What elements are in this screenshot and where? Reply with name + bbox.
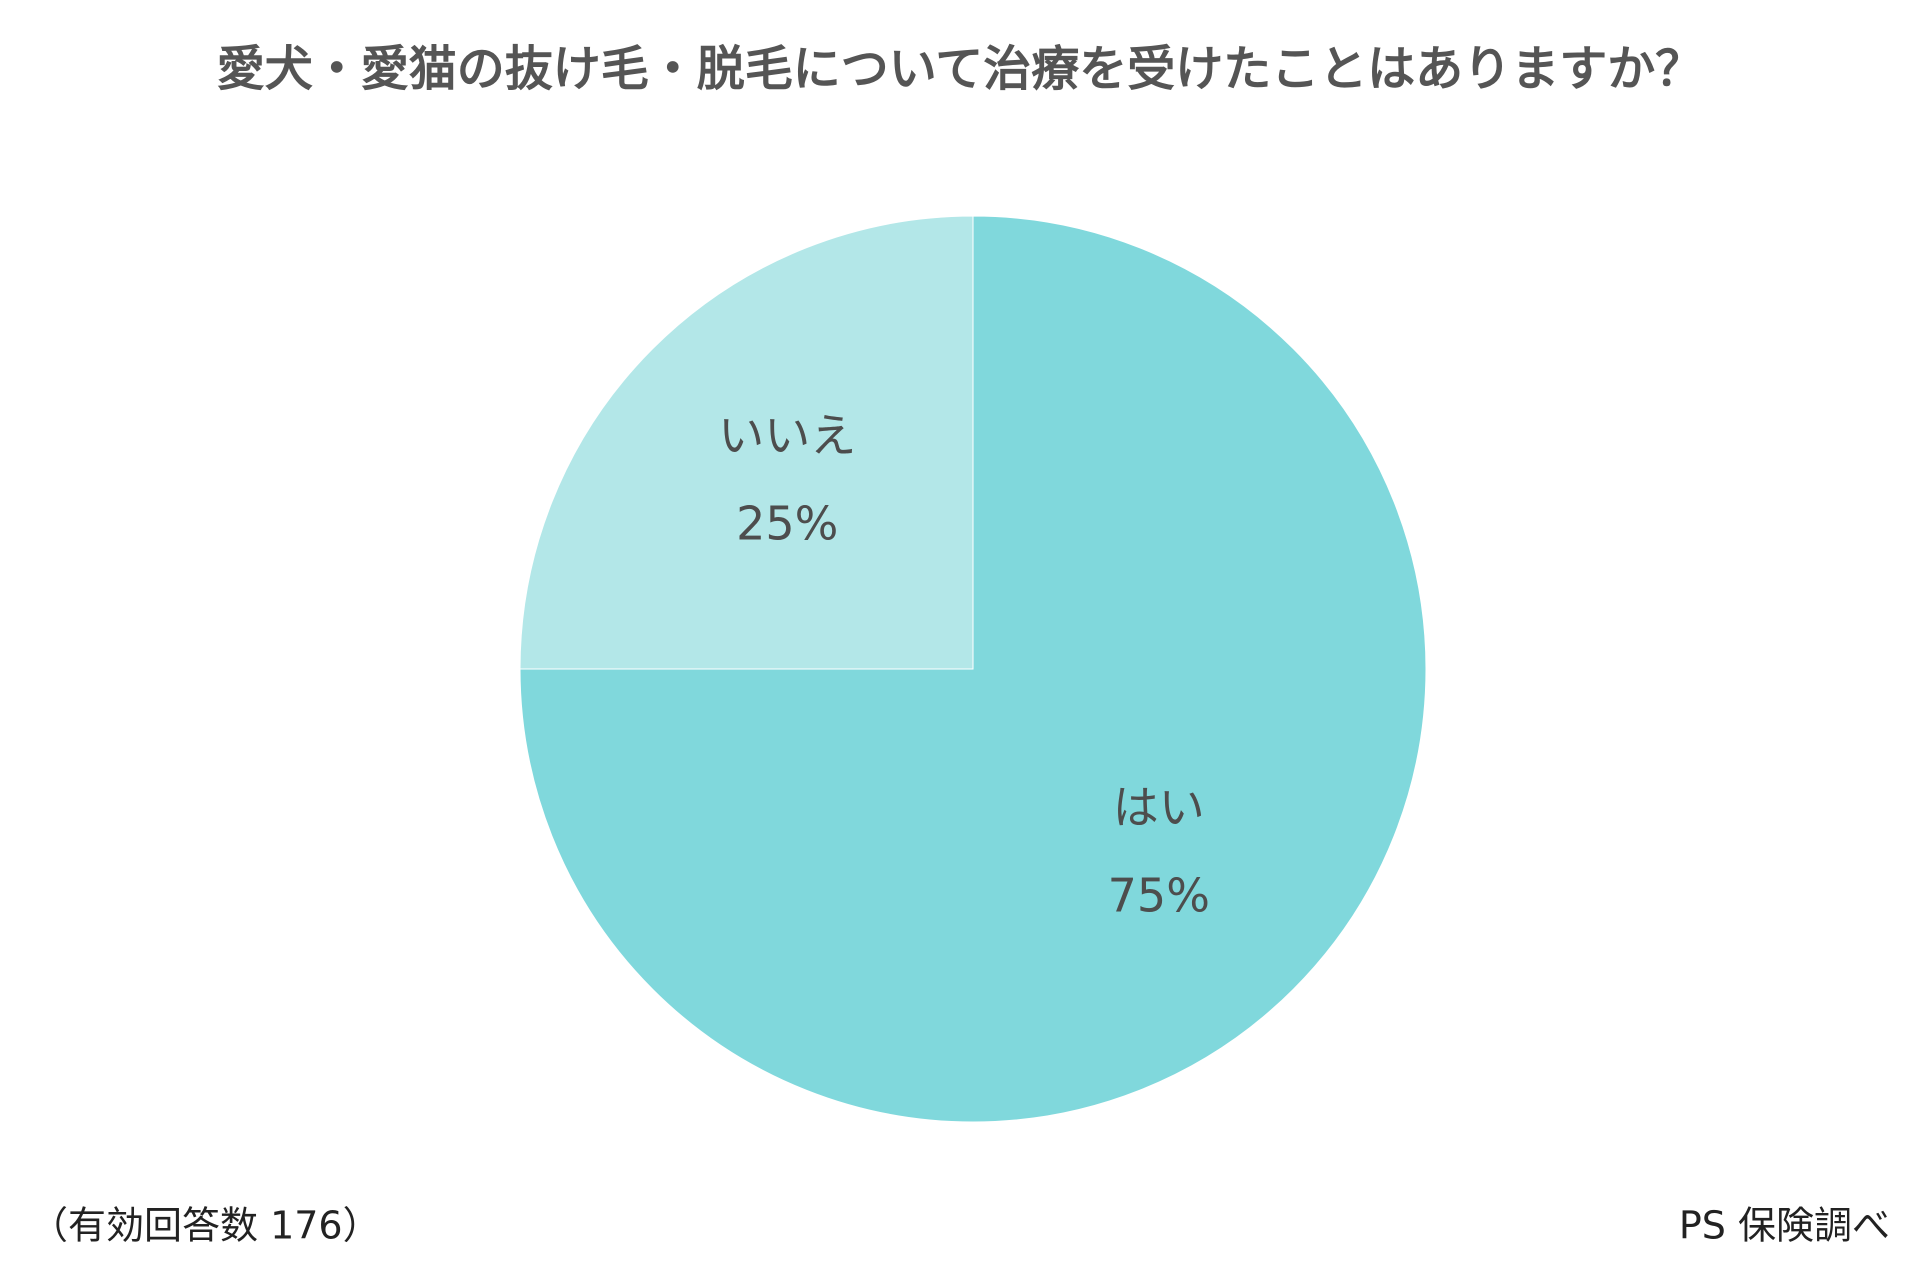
pie-slice [519, 215, 974, 670]
pie-slice [519, 215, 1427, 1123]
chart-title: 愛犬・愛猫の抜け毛・脱毛について治療を受けたことはありますか？ [217, 41, 1704, 97]
slice-label: いいえ [718, 409, 856, 463]
value-label: 75% [1108, 868, 1210, 922]
note: （有効回答数 176） [30, 1204, 381, 1248]
pie: はい 75% いいえ 25% [519, 215, 1427, 1123]
source: PS 保険調べ [1679, 1204, 1890, 1248]
value-label: 25% [736, 497, 838, 551]
slice-label: はい [1113, 780, 1205, 834]
